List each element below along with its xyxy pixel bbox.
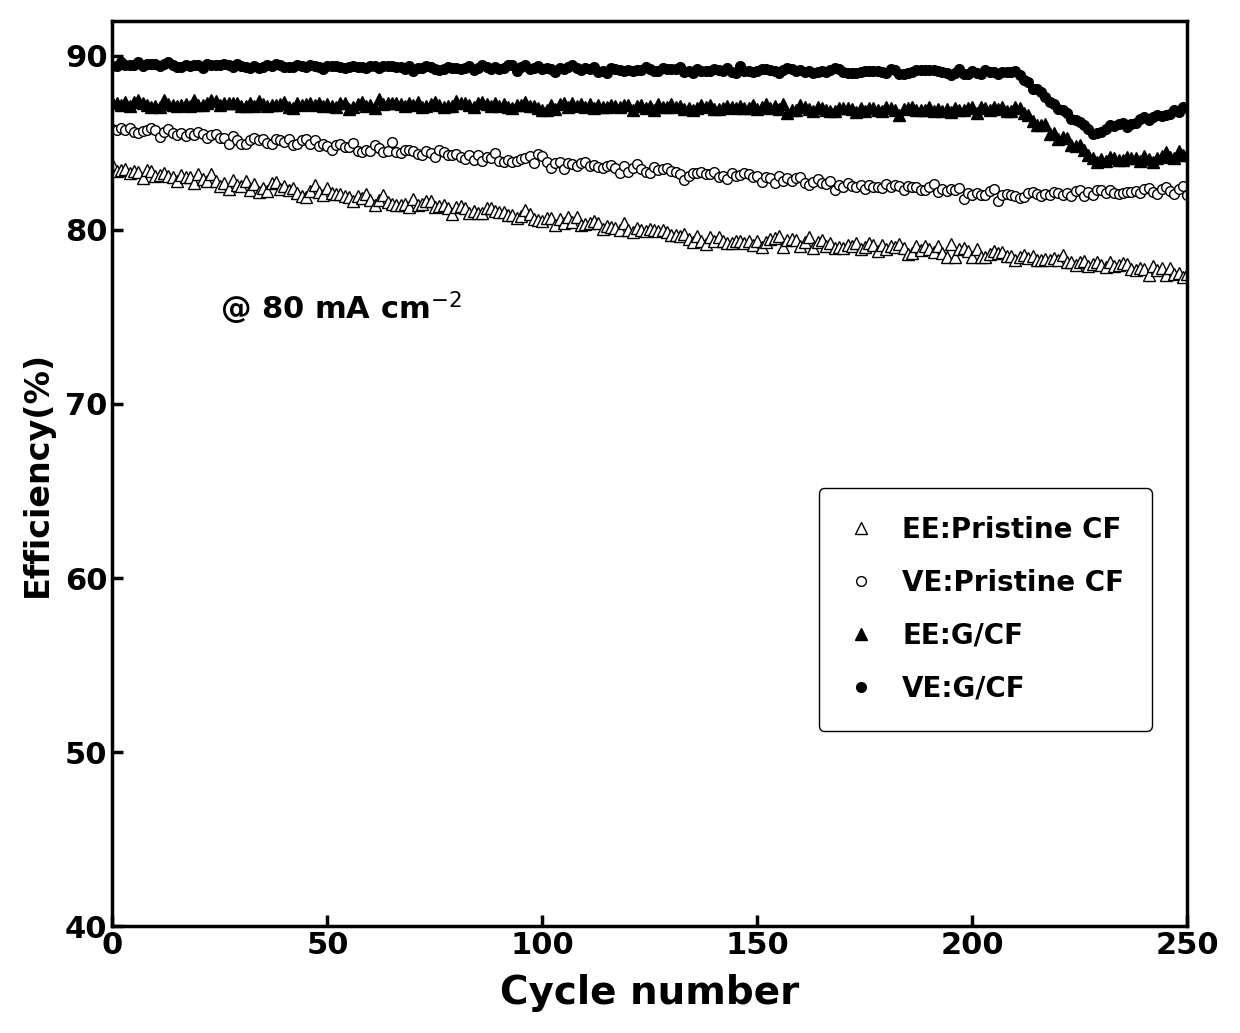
Line: VE:G/CF: VE:G/CF — [108, 57, 1192, 139]
EE:Pristine CF — [832, 241, 847, 253]
EE:Pristine CF — [105, 157, 120, 169]
Line: VE:Pristine CF: VE:Pristine CF — [108, 123, 1192, 206]
EE:G/CF — [531, 102, 546, 115]
VE:Pristine CF — [1180, 188, 1195, 200]
EE:G/CF — [745, 99, 760, 112]
VE:G/CF — [105, 60, 120, 72]
EE:G/CF — [105, 95, 120, 107]
VE:G/CF — [918, 64, 932, 76]
EE:Pristine CF — [595, 223, 610, 236]
VE:Pristine CF — [836, 181, 851, 193]
VE:G/CF — [745, 66, 760, 79]
VE:Pristine CF — [531, 148, 546, 160]
VE:Pristine CF — [991, 195, 1006, 208]
VE:G/CF — [1085, 128, 1100, 140]
VE:G/CF — [836, 66, 851, 79]
Legend: EE:Pristine CF, VE:Pristine CF, EE:G/CF, VE:G/CF: EE:Pristine CF, VE:Pristine CF, EE:G/CF,… — [818, 489, 1152, 730]
EE:G/CF — [836, 101, 851, 114]
VE:G/CF — [1180, 101, 1195, 114]
VE:G/CF — [599, 66, 614, 79]
VE:G/CF — [114, 56, 129, 68]
EE:G/CF — [372, 93, 387, 105]
EE:G/CF — [1180, 150, 1195, 162]
EE:G/CF — [918, 103, 932, 116]
EE:Pristine CF — [742, 234, 756, 247]
EE:G/CF — [759, 98, 774, 111]
EE:Pristine CF — [914, 244, 929, 256]
VE:G/CF — [531, 60, 546, 72]
EE:G/CF — [1090, 156, 1105, 168]
VE:G/CF — [759, 63, 774, 75]
Line: EE:G/CF: EE:G/CF — [107, 94, 1193, 167]
EE:Pristine CF — [526, 213, 541, 225]
VE:Pristine CF — [105, 123, 120, 135]
EE:Pristine CF — [754, 241, 769, 253]
VE:Pristine CF — [599, 160, 614, 173]
Text: @ 80 mA cm$^{-2}$: @ 80 mA cm$^{-2}$ — [219, 290, 461, 327]
EE:Pristine CF — [1176, 271, 1190, 283]
VE:Pristine CF — [918, 184, 932, 196]
VE:Pristine CF — [123, 121, 138, 133]
X-axis label: Cycle number: Cycle number — [500, 974, 800, 1012]
EE:Pristine CF — [1180, 268, 1195, 280]
Line: EE:Pristine CF: EE:Pristine CF — [107, 158, 1193, 283]
VE:Pristine CF — [759, 170, 774, 183]
VE:Pristine CF — [745, 171, 760, 184]
EE:G/CF — [599, 100, 614, 113]
Y-axis label: Efficiency(%): Efficiency(%) — [21, 350, 53, 597]
